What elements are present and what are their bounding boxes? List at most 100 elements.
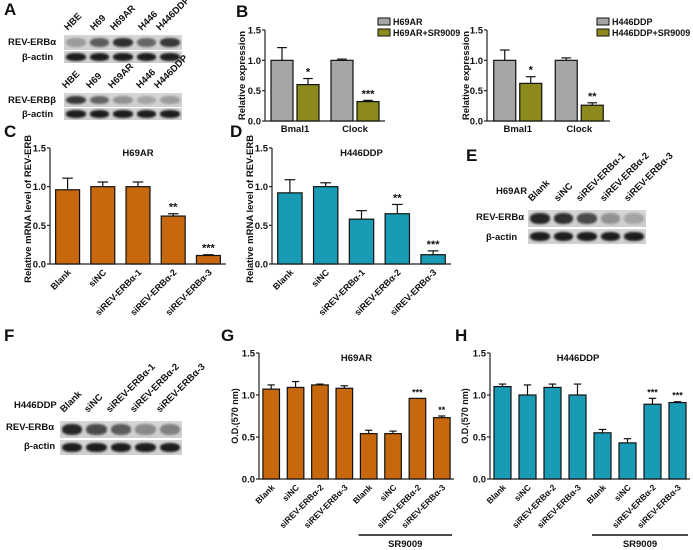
legend-label: H69AR+SR9009 bbox=[393, 28, 460, 38]
y-tick-label: 1.5 bbox=[470, 26, 484, 37]
blot-band bbox=[624, 213, 644, 224]
lane-label: H69AR bbox=[108, 3, 139, 33]
bar bbox=[55, 189, 81, 265]
bar bbox=[330, 59, 354, 122]
bar bbox=[519, 82, 543, 122]
x-tick-label: siREV-ERBα-3 bbox=[635, 482, 683, 530]
bar bbox=[311, 384, 329, 480]
x-tick-label: Clock bbox=[342, 124, 369, 133]
bar bbox=[580, 104, 604, 122]
y-tick-label: 1.5 bbox=[473, 349, 487, 360]
blot-band bbox=[553, 213, 574, 224]
panel-label-b: B bbox=[236, 2, 249, 21]
y-tick-label: 0.0 bbox=[255, 260, 268, 271]
x-tick-label: siREV-ERBα-3 bbox=[302, 482, 350, 530]
blot-band bbox=[110, 443, 132, 452]
cell-line-label: H69AR bbox=[496, 186, 528, 197]
significance-label: * bbox=[529, 65, 534, 77]
y-axis-label: Relative expression bbox=[461, 31, 472, 120]
blot-band bbox=[136, 53, 157, 61]
panel-label-a: A bbox=[4, 0, 17, 19]
x-tick-label: Bmal1 bbox=[503, 124, 532, 133]
lane-label: siNC bbox=[82, 391, 106, 415]
x-tick-label: Blank bbox=[253, 482, 277, 506]
y-tick-label: 1.5 bbox=[33, 144, 47, 155]
bar bbox=[493, 59, 517, 122]
significance-label: *** bbox=[202, 243, 216, 255]
legend-label: H69AR bbox=[393, 17, 423, 27]
blot-band bbox=[160, 110, 180, 118]
significance-label: ** bbox=[169, 202, 178, 214]
bar bbox=[668, 401, 687, 480]
lane-label: Blank bbox=[58, 388, 85, 415]
bar bbox=[384, 213, 411, 265]
blot-band bbox=[159, 443, 180, 452]
lane-label: siNC bbox=[552, 180, 576, 204]
blot-band bbox=[66, 95, 86, 105]
blot-band bbox=[577, 213, 597, 224]
group-bracket-label: SR9009 bbox=[388, 539, 422, 550]
bar bbox=[262, 388, 281, 480]
blot-band bbox=[577, 232, 597, 241]
blot-strip-actin bbox=[528, 229, 646, 244]
panel-label-c: C bbox=[4, 122, 17, 141]
y-axis-label: Relative mRNA level of REV-ERBα bbox=[23, 135, 34, 283]
blot-row-label: β-actin bbox=[22, 52, 54, 63]
legend-label: H446DDP bbox=[612, 17, 653, 27]
panel-label-h: H bbox=[455, 326, 468, 345]
bar bbox=[518, 394, 537, 480]
blot-band bbox=[600, 232, 621, 241]
y-tick-label: 0.5 bbox=[242, 433, 256, 444]
y-tick-label: 0.0 bbox=[470, 117, 483, 128]
lane-label: HBE bbox=[62, 11, 85, 33]
legend-label: H446DDP+SR9009 bbox=[612, 28, 690, 38]
bar bbox=[277, 192, 303, 265]
blot-strip-actin bbox=[64, 108, 182, 120]
panel-label-g: G bbox=[221, 326, 235, 345]
x-tick-label: Clock bbox=[566, 124, 593, 133]
lane-label: H69AR bbox=[106, 61, 137, 91]
significance-label: ** bbox=[588, 91, 597, 103]
blot-band bbox=[136, 38, 157, 47]
blot-row-label: REV-ERBα bbox=[476, 212, 525, 223]
x-tick-label: siNC bbox=[280, 482, 301, 503]
y-tick-label: 1.0 bbox=[242, 391, 255, 402]
y-tick-label: 0.0 bbox=[248, 117, 261, 128]
x-tick-label: Blank bbox=[484, 482, 508, 506]
bar bbox=[348, 218, 375, 265]
y-tick-label: 0.0 bbox=[33, 260, 46, 271]
blot-band bbox=[89, 95, 110, 105]
bar bbox=[554, 59, 578, 122]
blot-row-label: β-actin bbox=[24, 441, 56, 452]
blot-band bbox=[135, 443, 156, 452]
bar bbox=[356, 100, 380, 122]
blot-strip-target bbox=[64, 93, 182, 107]
blot-band bbox=[62, 443, 83, 452]
x-tick-label: Blank bbox=[49, 267, 74, 292]
blot-band bbox=[530, 232, 550, 241]
blot-band bbox=[159, 424, 180, 435]
y-tick-label: 1.0 bbox=[248, 56, 261, 67]
y-axis-label: Relative mRNA level of REV-ERBα bbox=[245, 135, 256, 283]
y-tick-label: 1.0 bbox=[473, 391, 486, 402]
bar bbox=[432, 417, 451, 480]
x-tick-label: Blank bbox=[351, 482, 375, 506]
blot-band bbox=[113, 110, 133, 118]
legend-swatch bbox=[377, 28, 391, 37]
cell-line-label: H446DDP bbox=[14, 400, 57, 411]
y-tick-label: 1.5 bbox=[248, 26, 262, 37]
blot-band bbox=[66, 53, 86, 61]
x-tick-label: siREV-ERBα-3 bbox=[535, 482, 583, 530]
bar bbox=[543, 386, 562, 480]
blot-band bbox=[86, 424, 107, 435]
blot-band bbox=[553, 232, 574, 241]
bar bbox=[493, 385, 512, 480]
y-tick-label: 0.0 bbox=[242, 475, 255, 486]
y-tick-label: 0.0 bbox=[473, 475, 486, 486]
legend-swatch bbox=[377, 17, 391, 26]
y-tick-label: 1.0 bbox=[470, 56, 483, 67]
y-axis-label: O.D.(570 nm) bbox=[460, 388, 470, 444]
